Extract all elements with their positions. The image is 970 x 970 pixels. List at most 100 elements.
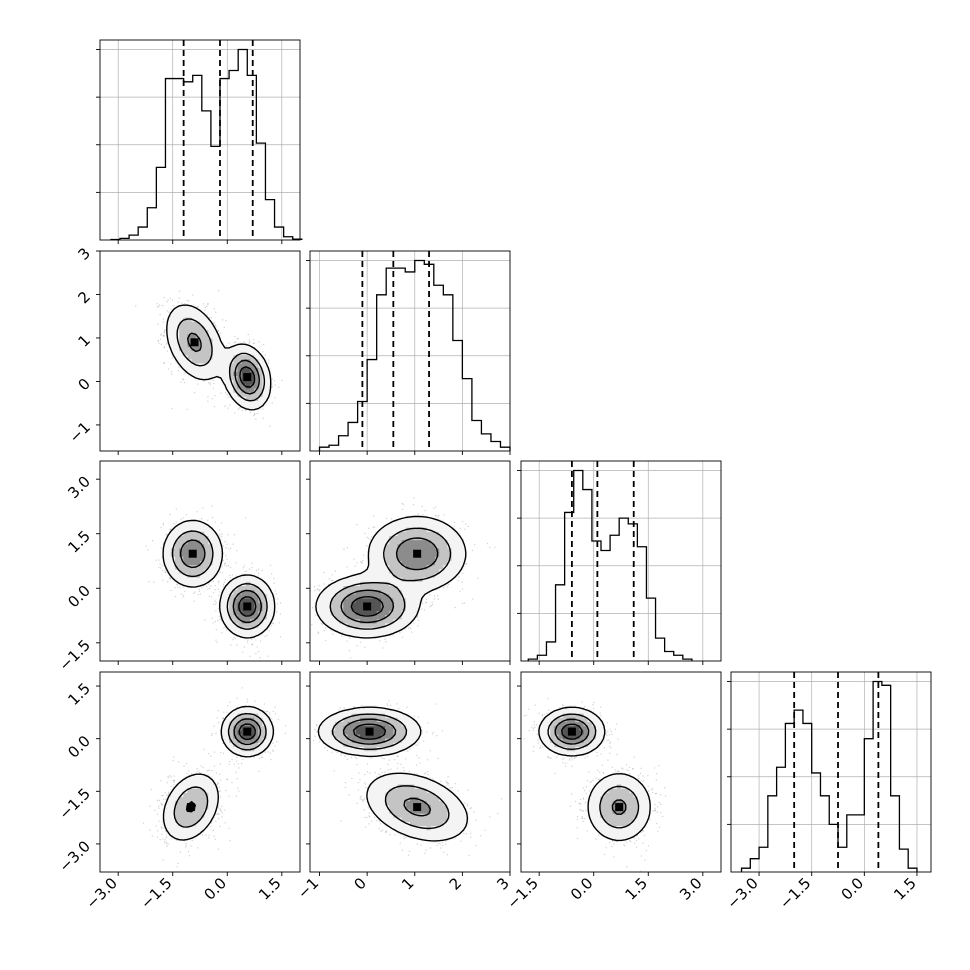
scatter-point	[158, 559, 160, 561]
density-cell	[191, 519, 197, 524]
scatter-point	[272, 623, 275, 625]
density-cell	[162, 552, 168, 558]
density-cell	[237, 594, 243, 599]
density-cell	[262, 619, 268, 624]
density-cell	[241, 359, 247, 364]
scatter-point	[330, 579, 332, 582]
scatter-point	[212, 603, 215, 605]
density-cell	[212, 371, 218, 377]
density-cell	[237, 346, 243, 352]
scatter-point	[251, 567, 253, 569]
density-cell	[250, 351, 255, 356]
scatter-point	[212, 387, 214, 389]
density-cell	[254, 351, 259, 356]
scatter-point	[170, 578, 172, 580]
scatter-point	[261, 569, 263, 572]
scatter-point	[417, 513, 419, 515]
scatter-point	[147, 549, 149, 551]
density-cell	[191, 330, 197, 335]
scatter-point	[217, 580, 220, 582]
density-cell	[262, 623, 268, 629]
scatter-point	[252, 342, 255, 344]
scatter-point	[205, 585, 208, 588]
density-cell	[187, 330, 193, 335]
density-cell	[250, 606, 255, 612]
density-cell	[225, 367, 230, 373]
density-cell	[191, 355, 197, 360]
density-cell	[229, 606, 234, 612]
scatter-point	[271, 402, 273, 404]
density-cell	[200, 355, 205, 360]
density-cell	[237, 367, 243, 373]
density-cell	[208, 569, 213, 574]
density-cell	[170, 536, 176, 541]
density-cell	[250, 355, 255, 360]
axes-frame	[730, 671, 932, 873]
density-cell	[212, 565, 218, 570]
density-cell	[212, 330, 218, 335]
density-cell	[183, 334, 188, 339]
density-cell	[179, 523, 184, 529]
density-cell	[175, 317, 180, 323]
scatter-point	[156, 303, 158, 305]
scatter-point	[227, 407, 229, 409]
scatter-point	[159, 567, 162, 569]
density-cell	[258, 396, 263, 402]
density-cell	[266, 602, 272, 608]
density-cell	[191, 527, 197, 533]
scatter-point	[271, 378, 274, 380]
density-cell	[254, 405, 259, 410]
scatter-point	[222, 559, 224, 562]
density-cell	[195, 548, 201, 554]
scatter-point	[176, 584, 178, 586]
scatter-point	[178, 290, 181, 292]
scatter-point	[204, 309, 206, 311]
density-cell	[233, 598, 238, 604]
density-cell	[183, 581, 188, 587]
scatter-point	[162, 522, 165, 525]
density-cell	[258, 371, 263, 377]
density-cell	[216, 363, 222, 369]
density-cell	[233, 627, 238, 633]
density-cell	[187, 531, 193, 537]
scatter-point	[243, 341, 245, 343]
density-cell	[266, 376, 272, 381]
density-cell	[241, 342, 247, 348]
density-cell	[187, 363, 193, 369]
scatter-point	[268, 630, 270, 632]
scatter-point	[227, 534, 229, 536]
density-cell	[175, 351, 180, 356]
density-cell	[170, 326, 176, 331]
scatter-point	[192, 294, 194, 296]
density-cell	[254, 602, 259, 608]
density-cell	[175, 527, 180, 533]
density-cell	[266, 590, 272, 595]
density-cell	[225, 376, 230, 381]
scatter-point	[157, 340, 159, 342]
x-tick-label: 0.0	[838, 874, 868, 904]
density-cell	[179, 355, 184, 360]
density-cell	[208, 334, 213, 339]
plot-area	[310, 497, 496, 659]
scatter-point	[226, 558, 228, 560]
density-cell	[212, 367, 218, 373]
density-cell	[183, 523, 188, 529]
density-cell	[200, 376, 205, 381]
density-cell	[266, 619, 272, 624]
axes-frame	[520, 460, 722, 662]
scatter-point	[135, 305, 137, 307]
scatter-point	[461, 581, 463, 583]
scatter-point	[171, 407, 173, 410]
density-cell	[220, 376, 226, 381]
density-cell	[179, 544, 184, 549]
scatter-point	[207, 396, 209, 398]
density-cell	[258, 581, 263, 587]
scatter-point	[401, 508, 404, 511]
scatter-point	[229, 404, 231, 406]
density-cell	[220, 367, 226, 373]
scatter-point	[253, 412, 256, 415]
density-cell	[204, 527, 209, 533]
scatter-point	[163, 346, 166, 348]
density-cell	[245, 401, 251, 406]
scatter-point	[262, 417, 264, 419]
